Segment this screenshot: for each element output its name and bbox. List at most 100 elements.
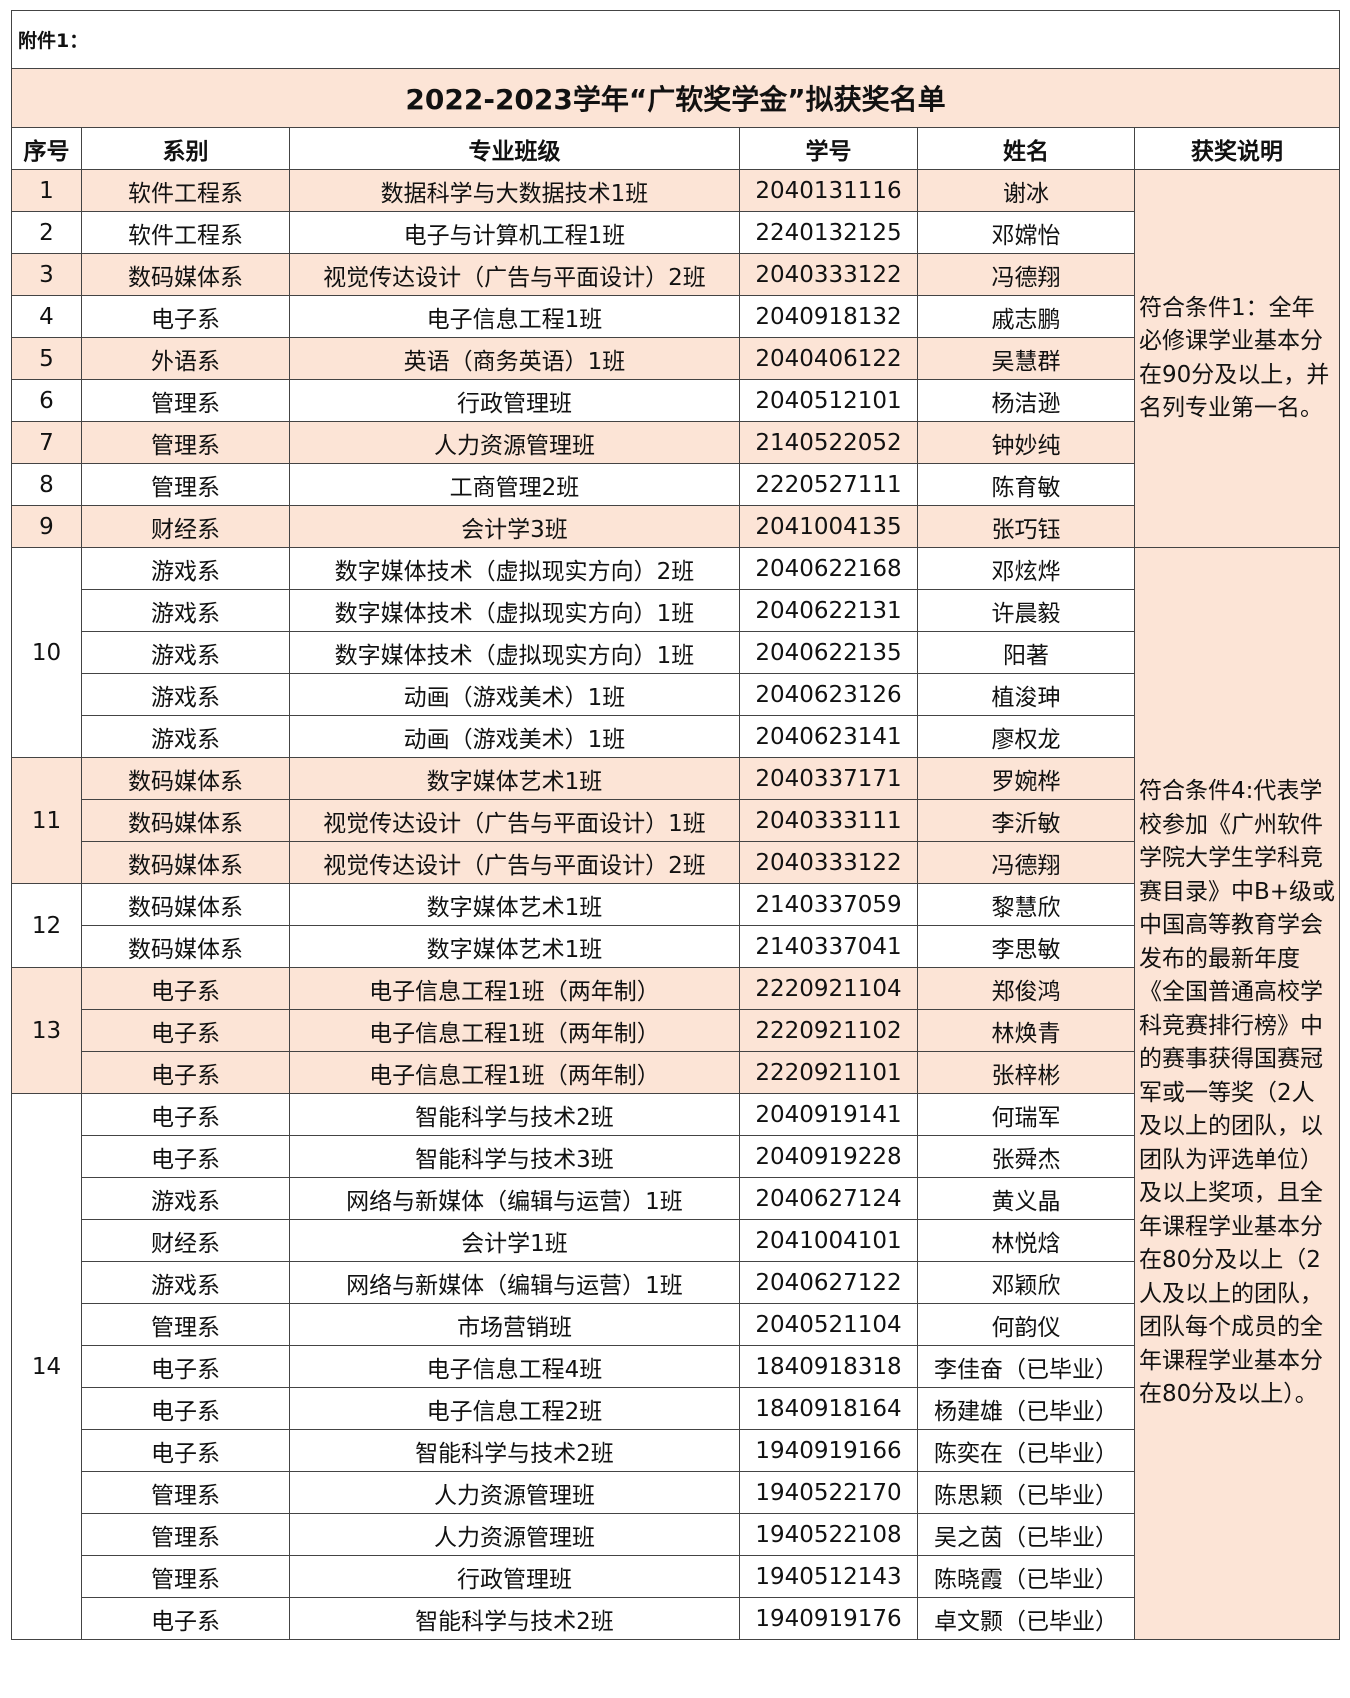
cell-seq: 4 xyxy=(11,295,82,338)
cell-department: 软件工程系 xyxy=(81,211,290,254)
cell-class: 网络与新媒体（编辑与运营）1班 xyxy=(289,1177,740,1220)
table-row: 管理系 市场营销班 2040521104 何韵仪 xyxy=(12,1303,1340,1346)
cell-student-id: 2040623141 xyxy=(739,715,918,758)
table-row: 电子系 电子信息工程1班（两年制） 2220921101 张梓彬 xyxy=(12,1051,1340,1094)
cell-student-id: 2040622131 xyxy=(739,589,918,632)
cell-name: 郑俊鸿 xyxy=(917,967,1135,1010)
cell-department: 软件工程系 xyxy=(81,169,290,212)
cell-department: 游戏系 xyxy=(81,1177,290,1220)
cell-name: 廖权龙 xyxy=(917,715,1135,758)
cell-name: 黄义晶 xyxy=(917,1177,1135,1220)
cell-department: 电子系 xyxy=(81,1597,290,1640)
cell-name: 何瑞军 xyxy=(917,1093,1135,1136)
cell-seq: 1 xyxy=(11,169,82,212)
cell-seq: 12 xyxy=(11,883,82,968)
cell-seq: 10 xyxy=(11,547,82,758)
cell-department: 数码媒体系 xyxy=(81,883,290,926)
table-row: 管理系 人力资源管理班 1940522108 吴之茵（已毕业） xyxy=(12,1513,1340,1556)
table-row: 10 游戏系 数字媒体技术（虚拟现实方向）2班 2040622168 邓炫烨 符合条件4:… xyxy=(11,547,1341,1640)
cell-department: 电子系 xyxy=(81,1009,290,1052)
cell-class: 电子与计算机工程1班 xyxy=(289,211,740,254)
cell-student-id: 2220921104 xyxy=(739,967,918,1010)
cell-name: 杨洁逊 xyxy=(917,379,1135,422)
cell-seq: 9 xyxy=(11,505,82,548)
cell-name: 杨建雄（已毕业） xyxy=(917,1387,1135,1430)
table-row: 8 管理系 工商管理2班 2220527111 陈育敏 xyxy=(11,463,1340,506)
cell-class: 数字媒体技术（虚拟现实方向）1班 xyxy=(289,589,740,632)
header-row: 序号 系别 专业班级 学号 姓名 获奖说明 xyxy=(11,127,1341,170)
table-row: 游戏系 动画（游戏美术）1班 2040623141 廖权龙 xyxy=(12,715,1340,758)
cell-seq: 7 xyxy=(11,421,82,464)
cell-department: 外语系 xyxy=(81,337,290,380)
cell-class: 动画（游戏美术）1班 xyxy=(289,673,740,716)
cell-student-id: 2040333122 xyxy=(739,253,918,296)
cell-class: 电子信息工程1班（两年制） xyxy=(289,1009,740,1052)
cell-department: 游戏系 xyxy=(81,673,290,716)
cell-student-id: 2140522052 xyxy=(739,421,918,464)
cell-student-id: 1940512143 xyxy=(739,1555,918,1598)
cell-class: 智能科学与技术3班 xyxy=(289,1135,740,1178)
cell-name: 陈育敏 xyxy=(917,463,1135,506)
cell-class: 电子信息工程1班（两年制） xyxy=(289,1051,740,1094)
col-header-department: 系别 xyxy=(81,127,290,170)
cell-department: 电子系 xyxy=(81,1429,290,1472)
cell-name: 张舜杰 xyxy=(917,1135,1135,1178)
cell-student-id: 2041004101 xyxy=(739,1219,918,1262)
cell-name: 钟妙纯 xyxy=(917,421,1135,464)
cell-department: 电子系 xyxy=(81,967,290,1010)
cell-class: 行政管理班 xyxy=(289,1555,740,1598)
table-row: 13 电子系 电子信息工程1班（两年制） 2220921104 郑俊鸿 xyxy=(11,967,1340,1094)
cell-department: 电子系 xyxy=(81,1135,290,1178)
cell-student-id: 2040627124 xyxy=(739,1177,918,1220)
table-row: 5 外语系 英语（商务英语）1班 2040406122 吴慧群 xyxy=(11,337,1340,380)
cell-name: 张巧钰 xyxy=(917,505,1135,548)
cell-seq: 14 xyxy=(11,1093,82,1640)
cell-name: 邓颖欣 xyxy=(917,1261,1135,1304)
cell-student-id: 2040918132 xyxy=(739,295,918,338)
table-row: 3 数码媒体系 视觉传达设计（广告与平面设计）2班 2040333122 冯德翔 xyxy=(11,253,1340,296)
cell-class: 数字媒体技术（虚拟现实方向）1班 xyxy=(289,631,740,674)
cell-class: 智能科学与技术2班 xyxy=(289,1093,740,1136)
col-header-seq: 序号 xyxy=(11,127,82,170)
cell-student-id: 1840918318 xyxy=(739,1345,918,1388)
cell-class: 电子信息工程4班 xyxy=(289,1345,740,1388)
cell-student-id: 2240132125 xyxy=(739,211,918,254)
col-header-student-id: 学号 xyxy=(739,127,918,170)
cell-name: 戚志鹏 xyxy=(917,295,1135,338)
table-row: 2 软件工程系 电子与计算机工程1班 2240132125 邓嫦怡 xyxy=(11,211,1340,254)
cell-class: 电子信息工程1班（两年制） xyxy=(289,967,740,1010)
cell-name: 林焕青 xyxy=(917,1009,1135,1052)
cell-seq: 13 xyxy=(11,967,82,1094)
cell-seq: 5 xyxy=(11,337,82,380)
cell-name: 何韵仪 xyxy=(917,1303,1135,1346)
cell-department: 管理系 xyxy=(81,1555,290,1598)
table-row: 6 管理系 行政管理班 2040512101 杨洁逊 xyxy=(11,379,1340,422)
col-header-name: 姓名 xyxy=(917,127,1135,170)
cell-student-id: 2040622135 xyxy=(739,631,918,674)
cell-department: 管理系 xyxy=(81,463,290,506)
cell-department: 游戏系 xyxy=(81,1261,290,1304)
cell-name: 林悦焓 xyxy=(917,1219,1135,1262)
table-row: 电子系 电子信息工程4班 1840918318 李佳奋（已毕业） xyxy=(12,1345,1340,1388)
cell-student-id: 2040919141 xyxy=(739,1093,918,1136)
cell-class: 视觉传达设计（广告与平面设计）1班 xyxy=(289,799,740,842)
table-row: 14 电子系 智能科学与技术2班 2040919141 何瑞军 xyxy=(11,1093,1340,1640)
table-row: 1 软件工程系 数据科学与大数据技术1班 2040131116 谢冰 符合条件1：全年必修… xyxy=(11,169,1341,548)
cell-class: 人力资源管理班 xyxy=(289,1513,740,1556)
table-row: 电子系 电子信息工程2班 1840918164 杨建雄（已毕业） xyxy=(12,1387,1340,1430)
cell-name: 李佳奋（已毕业） xyxy=(917,1345,1135,1388)
cell-student-id: 1940919166 xyxy=(739,1429,918,1472)
cell-student-id: 2040131116 xyxy=(739,169,918,212)
cell-name: 冯德翔 xyxy=(917,253,1135,296)
cell-seq: 3 xyxy=(11,253,82,296)
cell-name: 卓文颢（已毕业） xyxy=(917,1597,1135,1640)
attachment-label: 附件1： xyxy=(10,10,1341,69)
cell-name: 李思敏 xyxy=(917,925,1135,968)
table-row: 数码媒体系 视觉传达设计（广告与平面设计）1班 2040333111 李沂敏 xyxy=(12,799,1340,842)
cell-department: 财经系 xyxy=(81,505,290,548)
cell-department: 游戏系 xyxy=(81,715,290,758)
cell-class: 网络与新媒体（编辑与运营）1班 xyxy=(289,1261,740,1304)
cell-class: 视觉传达设计（广告与平面设计）2班 xyxy=(289,253,740,296)
table-row: 管理系 人力资源管理班 1940522170 陈思颖（已毕业） xyxy=(12,1471,1340,1514)
cell-class: 数字媒体艺术1班 xyxy=(289,883,740,926)
